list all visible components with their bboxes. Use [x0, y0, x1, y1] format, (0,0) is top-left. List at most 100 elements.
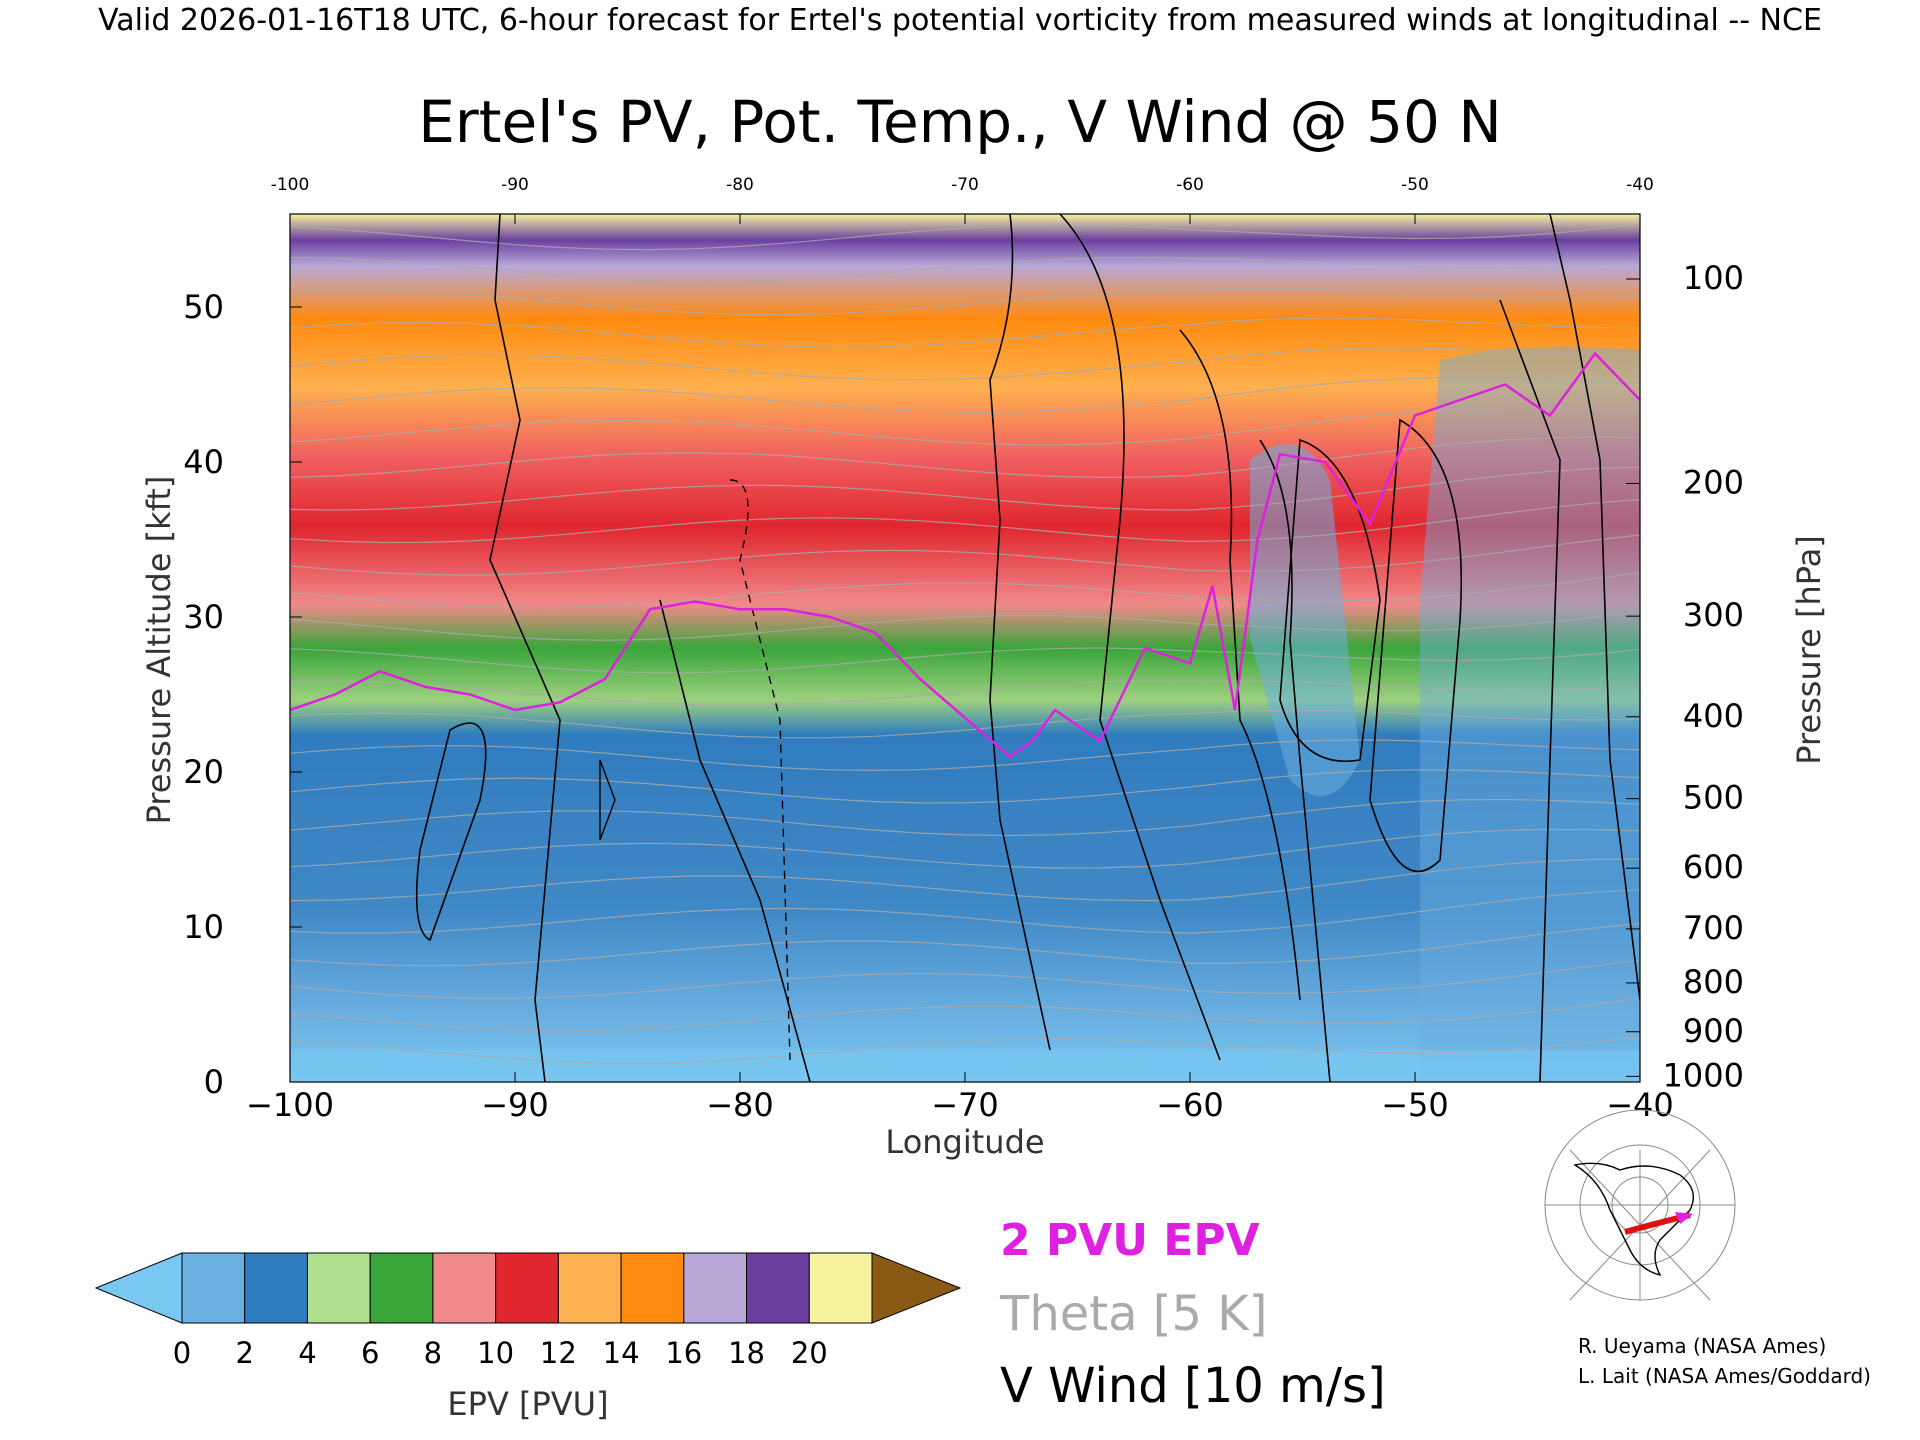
- right-blue-zone: [1420, 346, 1640, 1082]
- colorbar-label: EPV [PVU]: [447, 1385, 608, 1423]
- pressure-tick-label: 1000: [1663, 1056, 1744, 1094]
- wind-contour-east-a: [1499, 299, 1561, 1082]
- pressure-tick-label: 700: [1683, 909, 1744, 947]
- colorbar-tick-label: 8: [424, 1336, 442, 1370]
- theta-isentrope: [290, 923, 1640, 967]
- theta-isentrope: [290, 798, 1640, 837]
- wind-contour-20: [1179, 329, 1301, 1001]
- chart-title: Ertel's PV, Pot. Temp., V Wind @ 50 N: [418, 88, 1501, 156]
- theta-isentrope: [290, 610, 1640, 641]
- colorbar-tick-label: 12: [540, 1336, 577, 1370]
- colorbar-tick-label: 18: [728, 1336, 765, 1370]
- colorbar-segment: [808, 1252, 873, 1324]
- pressure-tick-label: 500: [1683, 779, 1744, 817]
- x-axis: −100 −90 −80 −70 −60 −50 −40: [246, 1072, 1674, 1124]
- theta-isentrope: [290, 709, 1640, 739]
- credit-line-1: R. Ueyama (NASA Ames): [1578, 1334, 1826, 1358]
- colorbar-segment: [244, 1252, 308, 1324]
- colorbar-segment: [683, 1252, 748, 1324]
- x-top-tick-label: -50: [1401, 175, 1429, 195]
- theta-isentrope: [290, 679, 1640, 706]
- colorbar-tick-label: 4: [298, 1336, 316, 1370]
- colorbar-segment: [432, 1252, 497, 1324]
- colorbar-tick-label: 0: [173, 1336, 191, 1370]
- x-top-tick-label: -80: [726, 175, 754, 195]
- theta-isentrope: [290, 828, 1640, 869]
- x-axis-top: -100 -90 -80 -70 -60 -50 -40: [271, 175, 1654, 224]
- colorbar-segment: [306, 1252, 371, 1324]
- colorbar-over-triangle: [871, 1252, 962, 1324]
- x-tick-label: −80: [706, 1086, 774, 1124]
- pressure-axis: 100 200 300 400 500 600 700 800 900 1000: [1626, 259, 1744, 1094]
- colorbar: 0 2 4 6 8 10 12 14 16 18 20: [94, 1252, 962, 1370]
- theta-isentrope: [290, 287, 1640, 316]
- inset-map-frame: [1540, 1150, 1736, 1300]
- pressure-tick-label: 400: [1683, 697, 1744, 735]
- wind-contour-closed-b: [1369, 418, 1463, 873]
- theta-isentrope: [290, 376, 1640, 413]
- wind-contour-0-mid: [659, 599, 811, 1082]
- y-axis: 0 10 20 30 40 50: [183, 288, 302, 1101]
- colorbar-tick-label: 6: [361, 1336, 379, 1370]
- right-tropo-pocket: [1250, 444, 1360, 796]
- theta-isentrope: [290, 534, 1640, 576]
- inset-map: [1540, 1109, 1736, 1301]
- y-tick-label: 30: [183, 598, 224, 636]
- header-text: Valid 2026-01-16T18 UTC, 6-hour forecast…: [98, 3, 1822, 38]
- theta-isentrope: [290, 997, 1640, 1032]
- x-tick-label: −100: [246, 1086, 334, 1124]
- pressure-tick-label: 900: [1683, 1012, 1744, 1050]
- y-axis-label: Pressure Altitude [kft]: [140, 476, 178, 825]
- x-top-tick-label: -60: [1176, 175, 1204, 195]
- credit-line-2: L. Lait (NASA Ames/Goddard): [1578, 1364, 1871, 1388]
- theta-isentrope: [290, 959, 1640, 999]
- tropopause-2pvu-contour: [290, 351, 1640, 759]
- theta-isentrope: [290, 1036, 1640, 1064]
- wind-contour-west-closed: [415, 722, 487, 942]
- theta-isentrope: [290, 436, 1640, 479]
- theta-isentrope: [290, 572, 1640, 609]
- pressure-tick-label: 200: [1683, 463, 1744, 501]
- wind-contour-small-closed: [599, 759, 616, 841]
- theta-isentrope: [290, 889, 1640, 934]
- theta-isentrope: [290, 347, 1640, 381]
- wind-contour-neg-dashed: [729, 479, 791, 1061]
- colorbar-under-triangle: [94, 1252, 183, 1324]
- epv-overlays: [290, 346, 1640, 1082]
- legend-pv: 2 PVU EPV: [1000, 1215, 1260, 1266]
- pressure-tick-label: 100: [1683, 259, 1744, 297]
- x-tick-label: −90: [481, 1086, 549, 1124]
- theta-isentrope: [290, 647, 1640, 674]
- colorbar-segment: [369, 1252, 434, 1324]
- x-tick-label: −60: [1156, 1086, 1224, 1124]
- x-top-tick-label: -40: [1626, 175, 1654, 195]
- epv-field: [290, 214, 1640, 1082]
- wind-contour-10-a: [989, 214, 1051, 1051]
- x-top-tick-label: -70: [951, 175, 979, 195]
- x-axis-label: Longitude: [885, 1123, 1044, 1161]
- x-tick-label: −70: [931, 1086, 999, 1124]
- colorbar-tick-label: 10: [477, 1336, 514, 1370]
- inset-map-section-marker: [1675, 1212, 1693, 1224]
- y-tick-label: 10: [183, 908, 224, 946]
- legend-theta: Theta [5 K]: [999, 1286, 1268, 1342]
- theta-isentrope: [290, 466, 1640, 511]
- y-tick-label: 20: [183, 753, 224, 791]
- colorbar-tick-label: 20: [791, 1336, 828, 1370]
- plot-area: [289, 213, 1641, 1083]
- y-tick-label: 50: [183, 288, 224, 326]
- pressure-tick-label: 800: [1683, 963, 1744, 1001]
- theta-isentrope: [290, 498, 1640, 544]
- x-top-tick-label: -100: [271, 175, 310, 195]
- wind-contours: [415, 214, 1640, 1082]
- theta-contours: [290, 223, 1640, 1064]
- theta-isentrope: [290, 256, 1640, 283]
- colorbar-segment: [557, 1252, 622, 1324]
- pressure-axis-label: Pressure [hPa]: [1790, 535, 1828, 765]
- inset-map-coastline: [1573, 1162, 1694, 1277]
- theta-isentrope: [290, 317, 1640, 348]
- pressure-tick-label: 600: [1683, 848, 1744, 886]
- colorbar-segment: [495, 1252, 559, 1324]
- wind-contour-30: [1259, 439, 1331, 1082]
